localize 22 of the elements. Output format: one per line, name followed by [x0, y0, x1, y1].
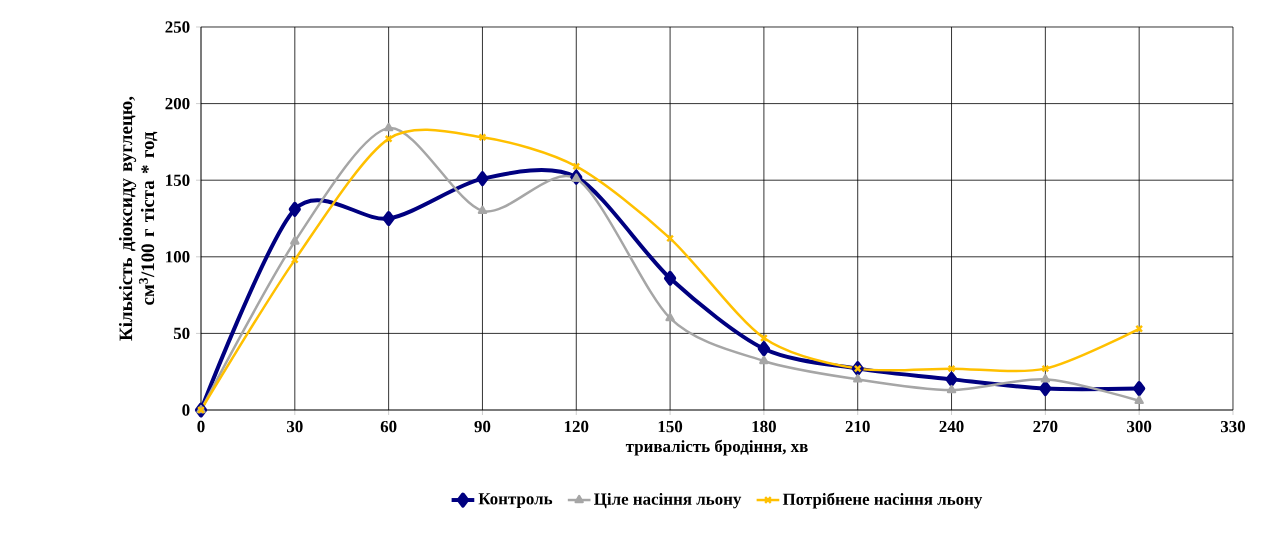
x-tick-label: 300 [1127, 420, 1152, 433]
y-tick-label: 150 [166, 174, 190, 186]
x-tick-label: 240 [939, 420, 964, 433]
x-tick-label: 60 [380, 420, 397, 433]
x-tick-label: 120 [564, 420, 589, 433]
y-tick-label: 50 [173, 327, 190, 340]
x-axis-title: тривалість бродіння, хв [625, 439, 808, 456]
legend-label: Ціле насіння льону [594, 492, 742, 509]
y-tick-label: 250 [165, 21, 190, 33]
x-tick-label: 0 [197, 420, 205, 433]
x-tick-label: 90 [474, 420, 491, 433]
x-tick-label: 30 [286, 420, 303, 433]
y-tick-label: 200 [165, 97, 190, 110]
x-tick-label: 150 [658, 420, 683, 433]
x-tick-label: 210 [845, 420, 870, 433]
legend-label: Потрібнене насіння льону [782, 492, 983, 509]
x-tick-label: 330 [1220, 420, 1246, 433]
x-tick-label: 270 [1033, 420, 1058, 433]
y-tick-label: 0 [182, 404, 190, 416]
y-tick-label: 100 [166, 251, 190, 263]
x-tick-label: 180 [752, 420, 776, 433]
legend-label: Контроль [478, 493, 553, 508]
